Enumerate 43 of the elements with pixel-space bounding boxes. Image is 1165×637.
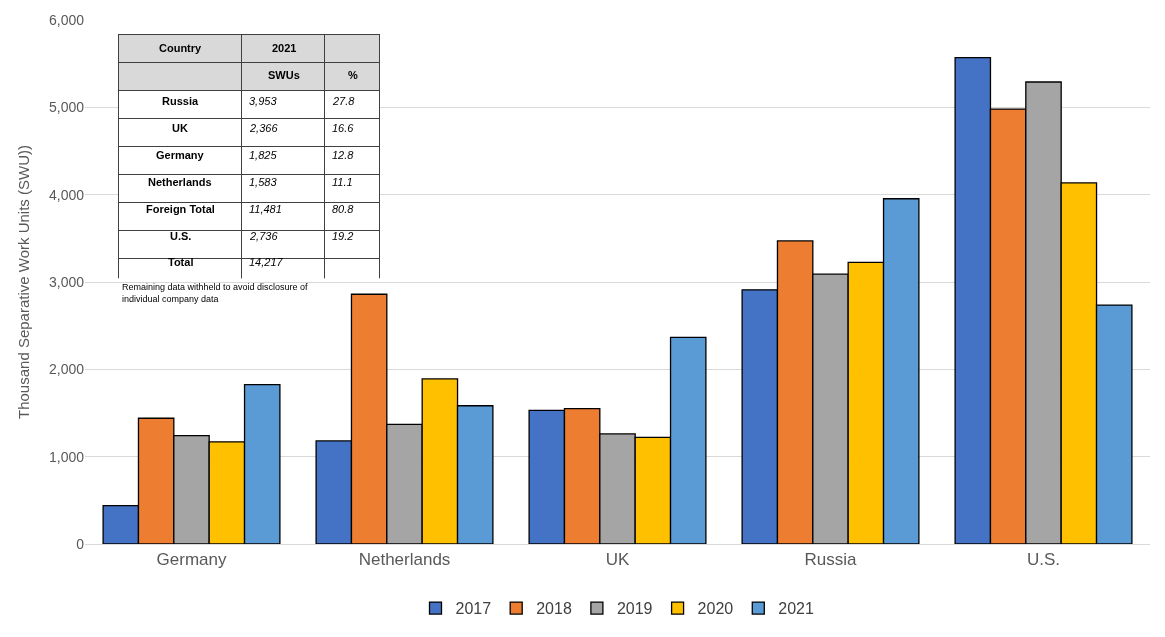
category-label: Netherlands xyxy=(148,176,212,188)
x-tick-label: Germany xyxy=(156,550,227,570)
category-label: Germany xyxy=(156,149,204,161)
y-tick-label: 2,000 xyxy=(48,361,85,378)
text: 1,583 xyxy=(249,176,277,188)
text: 2021 xyxy=(272,42,297,54)
y-tick-label: 3,000 xyxy=(48,273,85,290)
y-tick-label: 5,000 xyxy=(48,99,85,116)
text: 19.2 xyxy=(332,230,354,242)
text: Country xyxy=(159,42,203,54)
y-axis-title: Thousand Separative Work Units (SWU)) xyxy=(15,145,33,419)
text: 12.8 xyxy=(332,149,354,161)
legend-label: 2018 xyxy=(536,600,572,618)
text: 2,366 xyxy=(250,122,278,134)
text: 16.6 xyxy=(332,122,354,134)
annotation: Remaining data withheld to avoid disclosure of individual company data xyxy=(122,282,309,304)
x-tick-label: UK xyxy=(605,550,630,570)
text: 14,217 xyxy=(249,256,283,268)
category-label: U.S. xyxy=(170,230,192,242)
category-label: SWUs xyxy=(268,69,300,81)
legend-label: 2017 xyxy=(455,600,492,618)
category-label: Foreign Total xyxy=(146,203,215,215)
text: 80.8 xyxy=(332,203,354,215)
category-label: % xyxy=(348,69,358,81)
text: 2,736 xyxy=(250,230,278,242)
y-tick-label: 6,000 xyxy=(48,11,85,28)
x-tick-label: Russia xyxy=(804,550,858,570)
x-tick-label: U.S. xyxy=(1026,550,1061,570)
y-tick-label: 4,000 xyxy=(48,186,85,203)
category-label: Russia xyxy=(162,95,199,107)
legend-label: 2020 xyxy=(697,600,734,618)
text: 11.1 xyxy=(332,176,353,188)
y-tick-label: 1,000 xyxy=(48,448,85,465)
category-label: Total xyxy=(168,256,194,268)
y-tick-label: 0 xyxy=(76,535,85,552)
legend-label: 2019 xyxy=(616,600,653,618)
x-tick-label: Netherlands xyxy=(358,550,451,570)
text: 11,481 xyxy=(249,203,282,215)
text: 1,825 xyxy=(249,149,277,161)
text: 3,953 xyxy=(249,95,277,107)
category-label: UK xyxy=(172,122,188,134)
legend-label: 2021 xyxy=(778,600,814,618)
text: 27.8 xyxy=(333,95,355,107)
